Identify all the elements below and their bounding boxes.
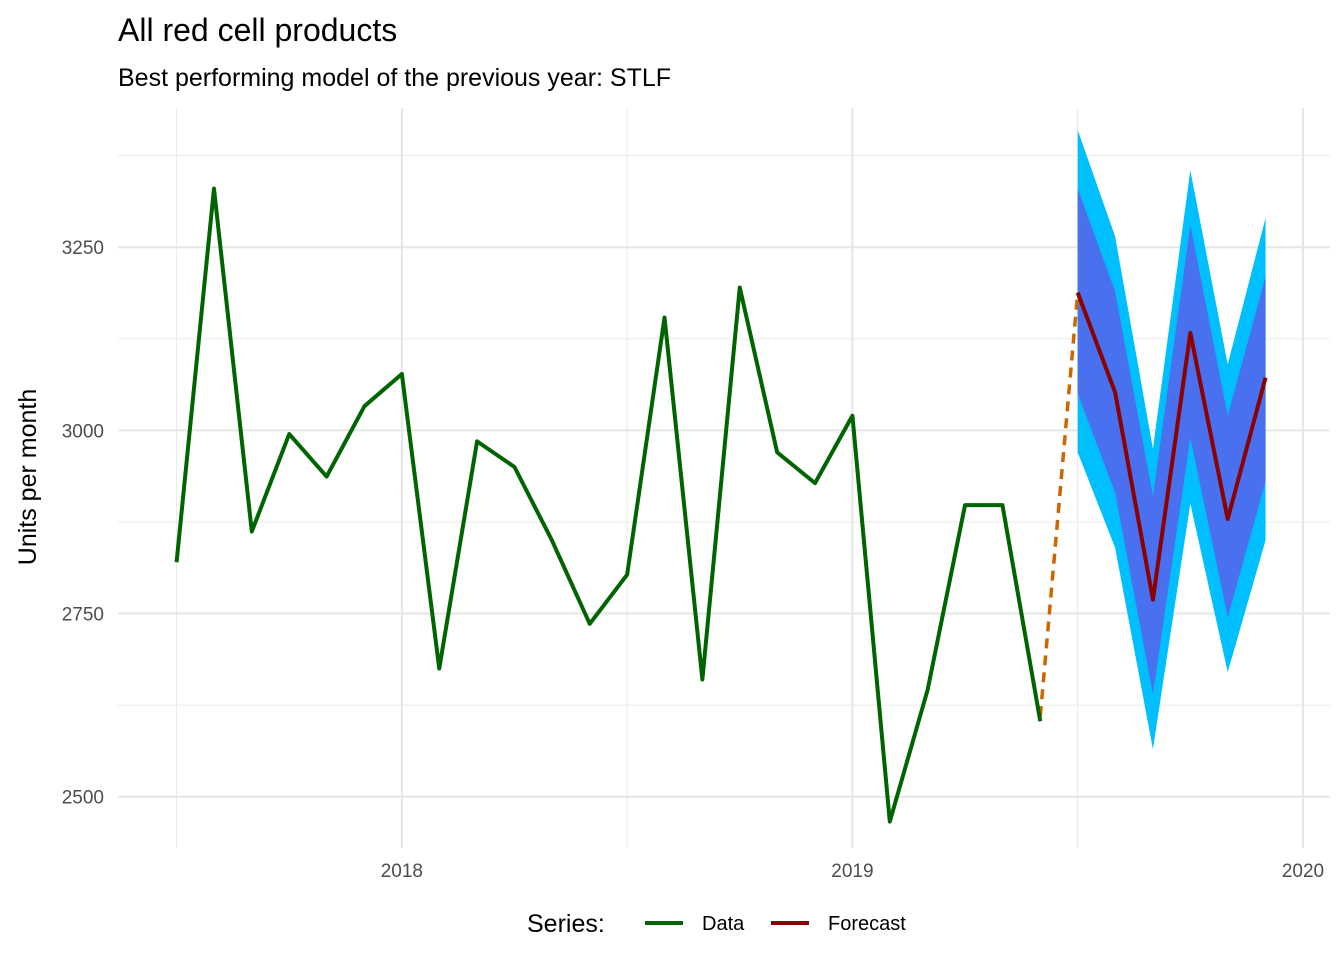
- tick-labels: 2500 2750 3000 3250 2018 2019 2020: [62, 238, 1324, 882]
- series-lines: [174, 186, 1268, 824]
- legend-label-forecast: Forecast: [828, 913, 906, 935]
- legend: Series: Data Forecast: [527, 910, 906, 938]
- legend-title: Series:: [527, 910, 605, 938]
- forecast-interval-80: [1077, 188, 1266, 695]
- forecast-intervals: [1077, 129, 1266, 750]
- legend-label-data: Data: [702, 913, 745, 935]
- x-tick-label: 2019: [831, 861, 873, 882]
- forecast-connector-line: [1038, 292, 1080, 717]
- y-tick-label: 2750: [62, 605, 104, 626]
- y-tick-label: 3250: [62, 238, 104, 259]
- y-tick-label: 3000: [62, 421, 104, 442]
- x-tick-label: 2018: [381, 861, 423, 882]
- series-line-forecast: [1075, 291, 1268, 602]
- x-tick-label: 2020: [1282, 861, 1324, 882]
- y-tick-label: 2500: [62, 788, 104, 809]
- series-line-data: [174, 186, 1043, 824]
- chart-subtitle: Best performing model of the previous ye…: [118, 64, 671, 92]
- chart-title: All red cell products: [118, 12, 397, 48]
- y-axis-title: Units per month: [14, 389, 42, 565]
